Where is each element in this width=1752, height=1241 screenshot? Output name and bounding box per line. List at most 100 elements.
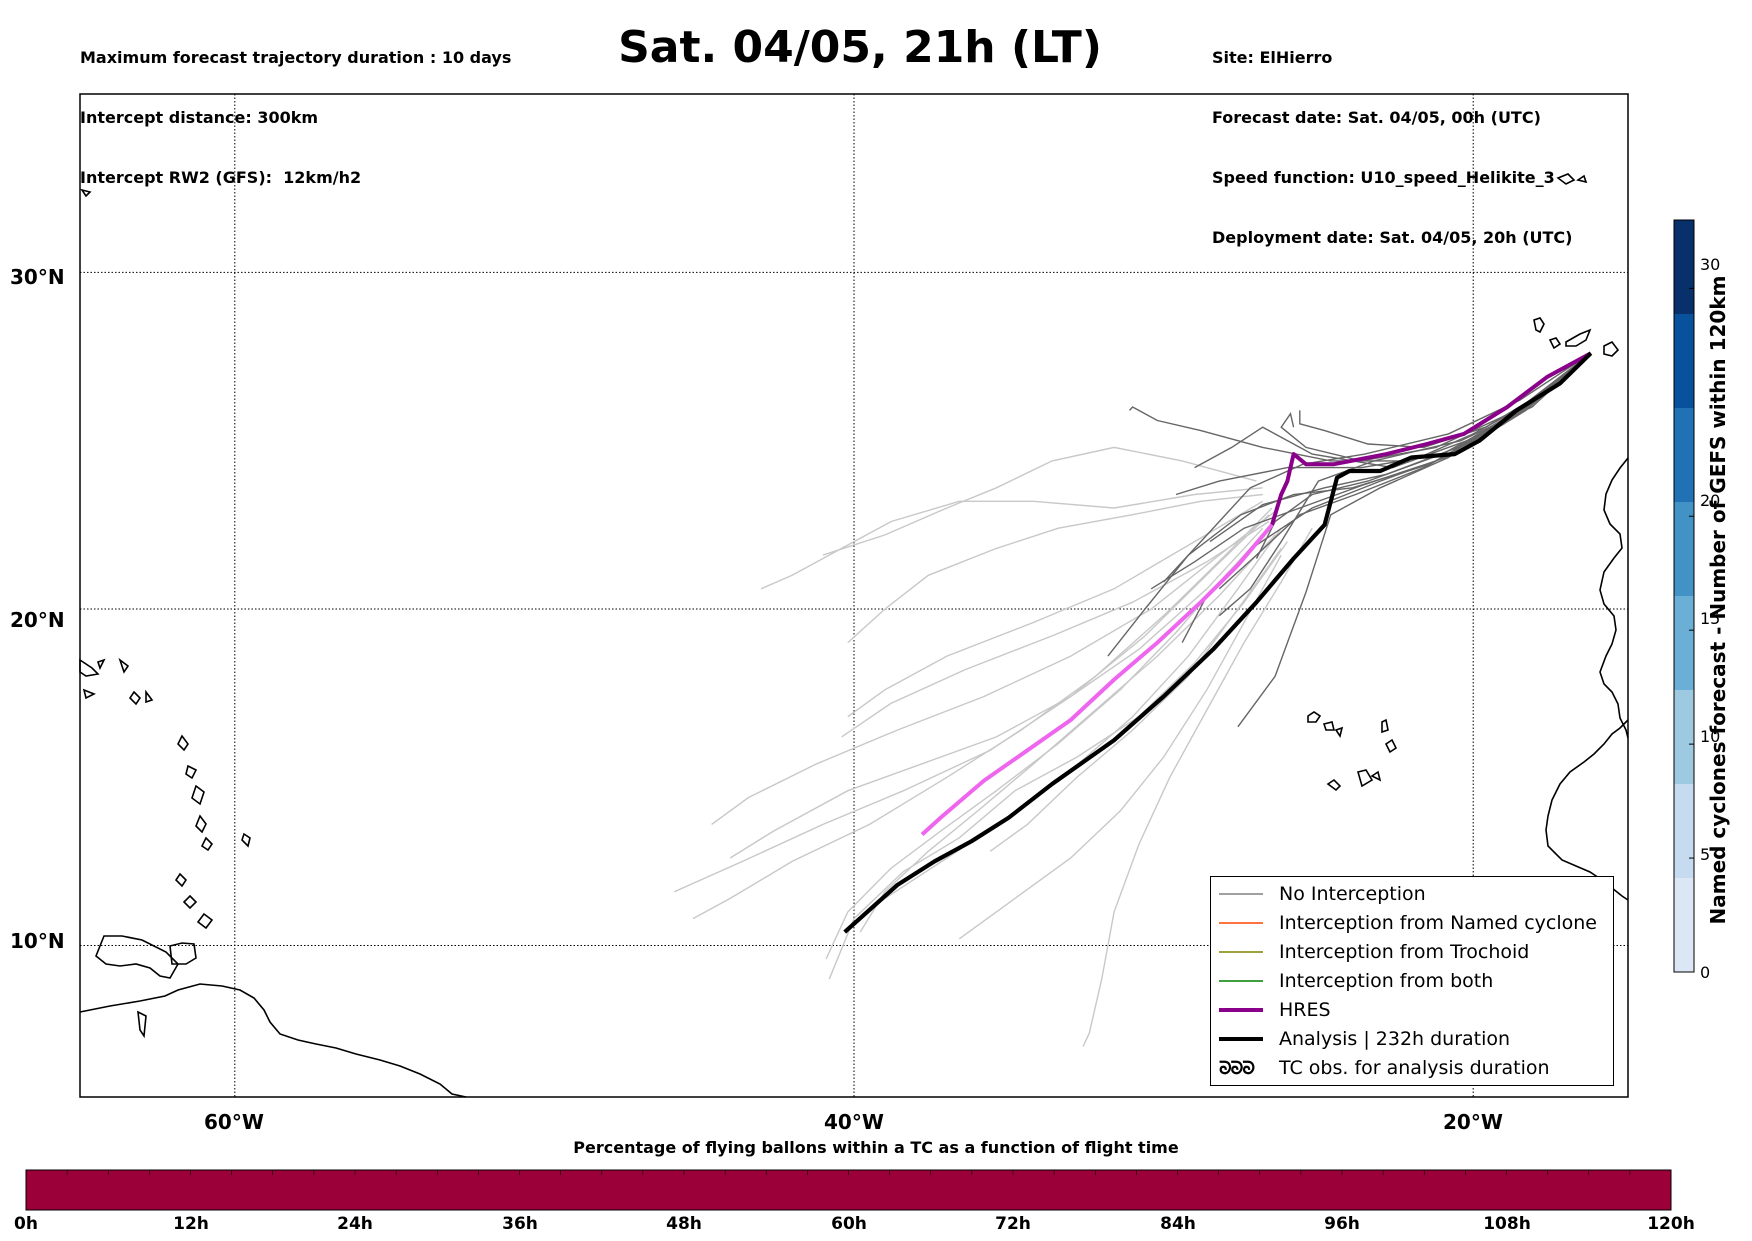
coastline xyxy=(82,688,96,700)
ensemble-track-light xyxy=(989,547,1282,852)
time-tick-72h: 72h xyxy=(995,1214,1031,1234)
coastline xyxy=(145,689,154,704)
coastline xyxy=(1556,173,1576,185)
legend-label: Interception from Named cyclone xyxy=(1279,912,1597,934)
coastline xyxy=(118,657,130,674)
coastline xyxy=(1322,721,1336,731)
lat-label-30n: 30°N xyxy=(10,265,65,289)
time-tick-84h: 84h xyxy=(1160,1214,1196,1234)
colorbar-segment xyxy=(1674,220,1694,315)
analysis-track xyxy=(843,351,1593,934)
info-max-duration: Maximum forecast trajectory duration : 1… xyxy=(80,48,512,67)
info-deployment-date: Deployment date: Sat. 04/05, 20h (UTC) xyxy=(1212,228,1573,247)
cbar-tick-20: 20 xyxy=(1700,491,1721,510)
legend-line-named-cyclone xyxy=(1219,922,1263,924)
coastline xyxy=(1548,337,1562,350)
legend: No Interception Interception from Named … xyxy=(1210,876,1614,1086)
info-intercept-distance: Intercept distance: 300km xyxy=(80,108,319,127)
gridlines xyxy=(80,94,1628,1097)
legend-label: Analysis | 232h duration xyxy=(1279,1028,1511,1050)
page-title: Sat. 04/05, 21h (LT) xyxy=(618,22,1102,73)
ensemble-track-light xyxy=(859,534,1276,933)
time-tick-60h: 60h xyxy=(831,1214,867,1234)
legend-line-analysis xyxy=(1219,1037,1263,1041)
ensemble-track-light xyxy=(822,446,1257,556)
time-tick-48h: 48h xyxy=(666,1214,702,1234)
coastline xyxy=(1576,174,1588,184)
coastline xyxy=(185,764,198,780)
coastline xyxy=(1370,770,1382,782)
hres-track xyxy=(1270,351,1592,526)
ensemble-track-light xyxy=(1082,527,1313,1047)
coastline xyxy=(1357,769,1374,788)
coastline xyxy=(1384,738,1398,754)
legend-label: No Interception xyxy=(1279,883,1426,905)
ensemble-track-light xyxy=(841,520,1270,738)
cbar-tick-30: 30 xyxy=(1700,255,1721,274)
info-intercept-rw2: Intercept RW2 (GFS): 12km/h2 xyxy=(80,168,362,187)
flight-time-colorbar xyxy=(25,1169,1672,1211)
coastline xyxy=(1599,457,1629,739)
time-tick-96h: 96h xyxy=(1324,1214,1360,1234)
colorbar-segment xyxy=(1674,878,1694,973)
time-tick-0h: 0h xyxy=(14,1214,38,1234)
ensemble-track-dark xyxy=(1181,352,1592,643)
lon-label-20w: 20°W xyxy=(1443,1110,1503,1134)
main-tracks xyxy=(843,351,1593,934)
ensemble-track-dark xyxy=(1175,352,1592,496)
legend-label: Interception from both xyxy=(1279,970,1494,992)
coastline xyxy=(1334,726,1344,738)
trajectory-info-left: Maximum forecast trajectory duration : 1… xyxy=(80,8,511,208)
coastline xyxy=(241,832,251,848)
coastline xyxy=(79,658,100,677)
cbar-tick-15: 15 xyxy=(1700,609,1721,628)
time-tick-108h: 108h xyxy=(1483,1214,1531,1234)
legend-line-hres xyxy=(1219,1008,1263,1012)
coastline xyxy=(137,1010,147,1039)
coastline xyxy=(177,734,189,752)
time-tick-12h: 12h xyxy=(173,1214,209,1234)
ensemble-track-light xyxy=(674,514,1270,893)
ensemble-track-light xyxy=(847,500,1264,718)
coastline xyxy=(1381,718,1389,734)
time-tick-120h: 120h xyxy=(1647,1214,1695,1234)
colorbar-segment xyxy=(1674,784,1694,879)
coastline xyxy=(195,814,207,834)
cbar-tick-0: 0 xyxy=(1700,963,1711,982)
coastline xyxy=(95,935,179,979)
coastline xyxy=(169,942,197,965)
coastline xyxy=(182,894,198,910)
colorbar-segment xyxy=(1674,314,1694,409)
ensemble-track-dark xyxy=(1194,352,1592,469)
coastline xyxy=(174,872,188,888)
cbar-tick-5: 5 xyxy=(1700,845,1711,864)
legend-label: Interception from Trochoid xyxy=(1279,941,1530,963)
flight-time-bar xyxy=(25,1169,1672,1211)
coastline xyxy=(79,983,467,1098)
legend-hres: HRES xyxy=(1219,997,1331,1023)
legend-line-no-interception xyxy=(1219,893,1263,895)
coastline xyxy=(200,836,214,852)
colorbar-segment xyxy=(1674,502,1694,597)
legend-line-trochoid xyxy=(1219,951,1263,953)
ensemble-track-dark xyxy=(1280,352,1592,462)
legend-no-interception: No Interception xyxy=(1219,881,1426,907)
legend-tc-obs: ᘐᘐᘐ TC obs. for analysis duration xyxy=(1219,1055,1550,1081)
cbar-tick-10: 10 xyxy=(1700,727,1721,746)
coastline xyxy=(191,784,205,806)
ensemble-track-dark xyxy=(1218,352,1592,617)
coastline xyxy=(1307,711,1322,723)
info-speed-function: Speed function: U10_speed_Helikite_3 xyxy=(1212,168,1555,187)
map-frame xyxy=(79,93,1629,1098)
lat-label-20n: 20°N xyxy=(10,608,65,632)
colorbar-segment xyxy=(1674,596,1694,691)
legend-label: TC obs. for analysis duration xyxy=(1279,1057,1550,1079)
lon-label-60w: 60°W xyxy=(204,1110,264,1134)
cyclone-count-colorbar xyxy=(1673,219,1695,973)
info-site: Site: ElHierro xyxy=(1212,48,1333,67)
time-tick-36h: 36h xyxy=(502,1214,538,1234)
ensemble-track-dark xyxy=(1299,352,1592,449)
coastline xyxy=(1545,719,1629,901)
lat-label-10n: 10°N xyxy=(10,929,65,953)
